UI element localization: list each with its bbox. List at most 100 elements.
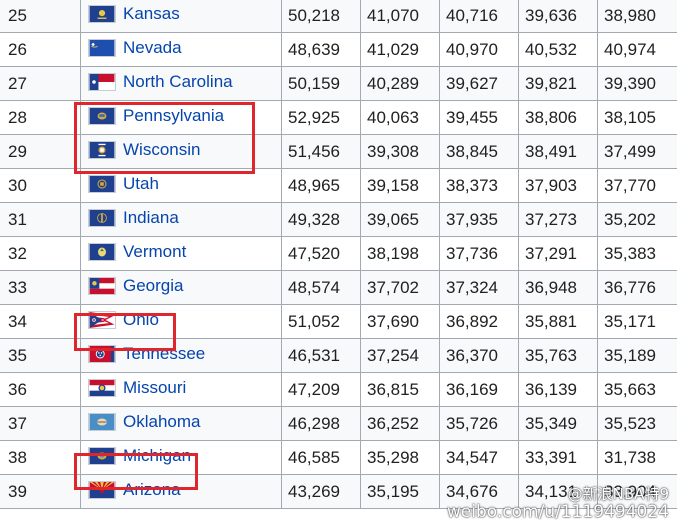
value-cell-1: 46,298 <box>281 406 361 441</box>
value-cell-1: 48,965 <box>281 168 361 203</box>
value-cell-4: 37,291 <box>518 236 598 271</box>
value-cell-3: 39,455 <box>439 100 519 135</box>
value-cell-2: 35,298 <box>360 440 440 475</box>
state-link[interactable]: Michigan <box>123 445 192 465</box>
table-row: 33 Georgia 48,574 37,702 37,324 36,948 36,776 <box>0 270 677 305</box>
state-link[interactable]: Nevada <box>123 37 182 57</box>
value-cell-1: 48,574 <box>281 270 361 305</box>
value-cell-3: 36,169 <box>439 372 519 407</box>
state-cell: Oklahoma <box>80 406 282 441</box>
value-cell-2: 37,702 <box>360 270 440 305</box>
kansas-flag-icon <box>88 4 116 23</box>
value-cell-2: 39,065 <box>360 202 440 237</box>
state-cell-content: North Carolina <box>88 72 233 92</box>
pennsylvania-flag-icon <box>88 106 116 125</box>
value-cell-1: 50,218 <box>281 0 361 33</box>
state-cell: Pennsylvania <box>80 100 282 135</box>
value-cell-4: 38,806 <box>518 100 598 135</box>
value-cell-3: 36,370 <box>439 338 519 373</box>
state-cell-content: Vermont <box>88 242 186 262</box>
arizona-flag-icon <box>88 480 116 499</box>
value-cell-5: 37,770 <box>597 168 677 203</box>
value-cell-4: 38,491 <box>518 134 598 169</box>
missouri-flag-icon <box>88 378 116 397</box>
state-cell: Georgia <box>80 270 282 305</box>
state-link[interactable]: Ohio <box>123 309 159 329</box>
state-link[interactable]: Tennessee <box>123 343 206 363</box>
value-cell-3: 38,845 <box>439 134 519 169</box>
value-cell-1: 51,456 <box>281 134 361 169</box>
value-cell-3: 34,676 <box>439 474 519 509</box>
value-cell-2: 39,308 <box>360 134 440 169</box>
state-link[interactable]: Missouri <box>123 377 187 397</box>
state-cell: Vermont <box>80 236 282 271</box>
state-link[interactable]: Georgia <box>123 275 184 295</box>
value-cell-2: 40,063 <box>360 100 440 135</box>
state-cell-content: Wisconsin <box>88 140 200 160</box>
rank-cell: 38 <box>0 440 81 475</box>
value-cell-5: 31,738 <box>597 440 677 475</box>
utah-flag-icon <box>88 174 116 193</box>
value-cell-2: 39,158 <box>360 168 440 203</box>
michigan-flag-icon <box>88 446 116 465</box>
rank-cell: 37 <box>0 406 81 441</box>
value-cell-1: 49,328 <box>281 202 361 237</box>
state-link[interactable]: Vermont <box>123 241 187 261</box>
value-cell-2: 37,254 <box>360 338 440 373</box>
table-row: 28 Pennsylvania 52,925 40,063 39,455 38,806 38… <box>0 100 677 135</box>
value-cell-5: 35,383 <box>597 236 677 271</box>
value-cell-5: 35,663 <box>597 372 677 407</box>
state-cell-content: Arizona <box>88 480 181 500</box>
indiana-flag-icon <box>88 208 116 227</box>
rank-cell: 36 <box>0 372 81 407</box>
state-link[interactable]: North Carolina <box>123 71 233 91</box>
value-cell-4: 37,273 <box>518 202 598 237</box>
state-link[interactable]: Kansas <box>123 3 180 23</box>
state-cell-content: Pennsylvania <box>88 106 224 126</box>
state-cell-content: Michigan <box>88 446 191 466</box>
state-cell-content: Indiana <box>88 208 179 228</box>
state-cell-content: Utah <box>88 174 159 194</box>
state-cell: Ohio <box>80 304 282 339</box>
value-cell-1: 47,520 <box>281 236 361 271</box>
state-link[interactable]: Utah <box>123 173 159 193</box>
table-row: 27 North Carolina 50,159 40,289 39,627 39,821… <box>0 66 677 101</box>
rank-cell: 30 <box>0 168 81 203</box>
value-cell-5: 35,171 <box>597 304 677 339</box>
state-link[interactable]: Pennsylvania <box>123 105 225 125</box>
state-link[interactable]: Oklahoma <box>123 411 201 431</box>
table-row: 29 Wisconsin 51,456 39,308 38,845 38,491 37,49… <box>0 134 677 169</box>
state-cell-content: Missouri <box>88 378 186 398</box>
table-row: 25 Kansas 50,218 41,070 40,716 39,636 38,980 <box>0 0 677 33</box>
value-cell-2: 41,029 <box>360 32 440 67</box>
state-cell: Tennessee <box>80 338 282 373</box>
rank-cell: 28 <box>0 100 81 135</box>
wisconsin-flag-icon <box>88 140 116 159</box>
state-ranking-table: 25 Kansas 50,218 41,070 40,716 39,636 38,980 26… <box>0 0 677 509</box>
state-cell-content: Tennessee <box>88 344 205 364</box>
value-cell-3: 37,935 <box>439 202 519 237</box>
state-link[interactable]: Indiana <box>123 207 179 227</box>
value-cell-4: 39,636 <box>518 0 598 33</box>
rank-cell: 27 <box>0 66 81 101</box>
value-cell-4: 34,131 <box>518 474 598 509</box>
value-cell-4: 36,948 <box>518 270 598 305</box>
oklahoma-flag-icon <box>88 412 116 431</box>
rank-cell: 29 <box>0 134 81 169</box>
state-cell: Arizona <box>80 474 282 509</box>
state-cell: Nevada <box>80 32 282 67</box>
vermont-flag-icon <box>88 242 116 261</box>
value-cell-3: 35,726 <box>439 406 519 441</box>
value-cell-2: 36,815 <box>360 372 440 407</box>
value-cell-1: 50,159 <box>281 66 361 101</box>
value-cell-1: 43,269 <box>281 474 361 509</box>
state-link[interactable]: Wisconsin <box>123 139 201 159</box>
state-cell-content: Nevada <box>88 38 182 58</box>
value-cell-4: 35,881 <box>518 304 598 339</box>
table-row: 36 Missouri 47,209 36,815 36,169 36,139 35,663 <box>0 372 677 407</box>
value-cell-1: 48,639 <box>281 32 361 67</box>
value-cell-4: 35,349 <box>518 406 598 441</box>
state-cell-content: Kansas <box>88 4 180 24</box>
value-cell-5: 37,499 <box>597 134 677 169</box>
state-link[interactable]: Arizona <box>123 479 181 499</box>
